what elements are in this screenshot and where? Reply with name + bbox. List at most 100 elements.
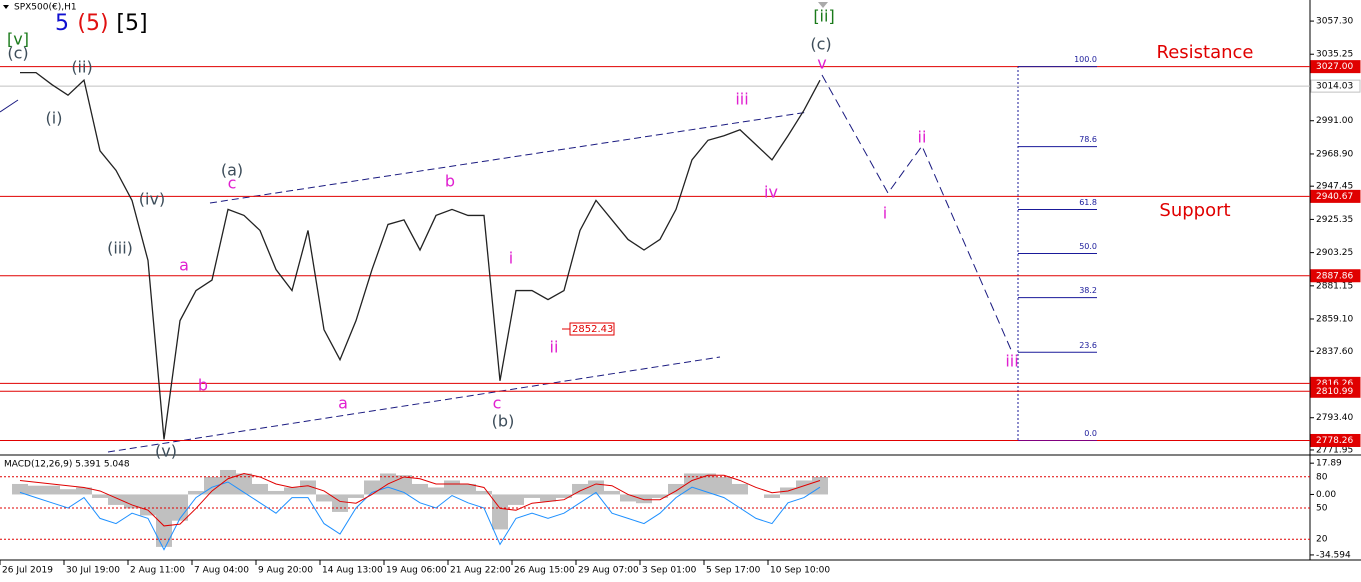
macd-bar bbox=[412, 483, 428, 495]
resistance-label: Resistance bbox=[1157, 42, 1254, 63]
y2-tick-label: 50 bbox=[1316, 504, 1328, 514]
macd-bar bbox=[716, 476, 732, 495]
macd-bar bbox=[492, 494, 508, 530]
wave-label: b bbox=[445, 172, 455, 191]
macd-bar bbox=[284, 487, 300, 495]
wave-label: (a) bbox=[221, 161, 243, 180]
macd-bar bbox=[620, 494, 636, 502]
price-label: 2852.43 bbox=[572, 324, 613, 335]
y-tick-label: -34.594 bbox=[1316, 550, 1351, 560]
level-label: 2816.26 bbox=[1316, 379, 1353, 389]
x-tick-label: 5 Sep 17:00 bbox=[706, 566, 761, 576]
macd-bar bbox=[76, 487, 92, 495]
y-tick-label: 2925.35 bbox=[1316, 215, 1353, 225]
macd-bar bbox=[460, 483, 476, 495]
x-tick-label: 29 Aug 07:00 bbox=[578, 566, 639, 576]
wave-label: iv bbox=[764, 183, 778, 202]
macd-bar bbox=[540, 494, 556, 502]
macd-bar bbox=[60, 489, 76, 495]
wave-label: (b) bbox=[492, 412, 515, 431]
macd-bar bbox=[508, 494, 524, 505]
level-label: 3027.00 bbox=[1316, 62, 1353, 72]
macd-bar bbox=[444, 480, 460, 495]
level-label: 3014.03 bbox=[1316, 82, 1353, 92]
x-tick-label: 10 Sep 10:00 bbox=[770, 566, 830, 576]
x-tick-label: 30 Jul 19:00 bbox=[66, 566, 120, 576]
macd-bar bbox=[268, 490, 284, 495]
wave-label: (i) bbox=[46, 109, 63, 128]
macd-bar bbox=[348, 494, 364, 498]
macd-bar bbox=[524, 494, 540, 498]
macd-bar bbox=[28, 485, 44, 495]
y-tick-label: 2771.95 bbox=[1316, 445, 1353, 455]
y-tick-label: 2991.00 bbox=[1316, 116, 1353, 126]
y-tick-label: 2837.60 bbox=[1316, 347, 1353, 357]
trend-line bbox=[0, 99, 19, 113]
x-tick-label: 26 Aug 15:00 bbox=[514, 566, 575, 576]
level-label: 2887.86 bbox=[1316, 271, 1353, 281]
macd-bar bbox=[476, 490, 492, 495]
macd-bar bbox=[316, 494, 332, 502]
level-label-box bbox=[1310, 79, 1361, 93]
fib-label: 38.2 bbox=[1079, 286, 1097, 295]
x-tick-label: 26 Jul 2019 bbox=[2, 566, 53, 576]
wave-label: iii bbox=[735, 90, 748, 109]
wave-count: 5 bbox=[55, 11, 69, 36]
macd-bar bbox=[812, 476, 828, 495]
level-label: 2810.99 bbox=[1316, 387, 1353, 397]
x-tick-label: 9 Aug 20:00 bbox=[258, 566, 313, 576]
wave-label: c bbox=[228, 174, 237, 193]
wave-label: ii bbox=[550, 338, 559, 357]
level-label-box bbox=[1310, 433, 1361, 447]
wave-label: (ii) bbox=[71, 58, 92, 77]
y-tick-label: 2903.25 bbox=[1316, 248, 1353, 258]
panel-title: MACD(12,26,9) 5.391 5.048 bbox=[4, 460, 130, 470]
channel-line bbox=[107, 356, 721, 453]
wave-label: (iv) bbox=[139, 190, 165, 209]
wave-label: i bbox=[883, 204, 887, 223]
y-tick-label: 17.89 bbox=[1316, 459, 1342, 469]
x-tick-label: 19 Aug 06:00 bbox=[386, 566, 447, 576]
y-tick-label: 0.00 bbox=[1316, 490, 1336, 500]
level-label: 2940.67 bbox=[1316, 192, 1353, 202]
level-label: 2778.26 bbox=[1316, 436, 1353, 446]
y-tick-label: 2968.90 bbox=[1316, 149, 1353, 159]
fib-label: 0.0 bbox=[1084, 429, 1097, 438]
wave-label: [ii] bbox=[813, 7, 834, 26]
menu-arrow bbox=[3, 5, 9, 9]
x-tick-label: 14 Aug 13:00 bbox=[322, 566, 383, 576]
wave-count: (5) bbox=[77, 11, 108, 36]
x-tick-label: 21 Aug 22:00 bbox=[450, 566, 511, 576]
macd-bar bbox=[140, 494, 156, 516]
level-label-box bbox=[1310, 60, 1361, 74]
wave-label: iii bbox=[1005, 352, 1018, 371]
macd-bar bbox=[92, 494, 108, 498]
macd-bar bbox=[668, 483, 684, 495]
macd-bar bbox=[732, 483, 748, 495]
macd-bar bbox=[332, 494, 348, 512]
y-tick-label: 3035.25 bbox=[1316, 50, 1353, 60]
wave-label: i bbox=[509, 249, 513, 268]
price-line bbox=[20, 71, 821, 440]
price-label-box bbox=[569, 322, 615, 336]
oscillator-line bbox=[19, 481, 821, 551]
wave-label: [v] bbox=[7, 30, 29, 49]
macd-bar bbox=[652, 494, 668, 498]
level-label-box bbox=[1310, 269, 1361, 283]
level-label-box bbox=[1310, 384, 1361, 398]
macd-bar bbox=[108, 494, 124, 505]
symbol: SPX500(€),H1 bbox=[14, 3, 77, 13]
macd-bar bbox=[44, 485, 60, 495]
wave-label: a bbox=[338, 394, 348, 413]
signal-line bbox=[19, 472, 821, 527]
y2-tick-label: 20 bbox=[1316, 535, 1328, 545]
wave-label: (iii) bbox=[107, 239, 133, 258]
macd-bar bbox=[764, 494, 780, 498]
fib-label: 100.0 bbox=[1074, 55, 1097, 64]
x-tick-label: 2 Aug 11:00 bbox=[130, 566, 185, 576]
x-tick-label: 7 Aug 04:00 bbox=[194, 566, 249, 576]
macd-bar bbox=[700, 473, 716, 495]
wave-label: b bbox=[198, 376, 208, 395]
